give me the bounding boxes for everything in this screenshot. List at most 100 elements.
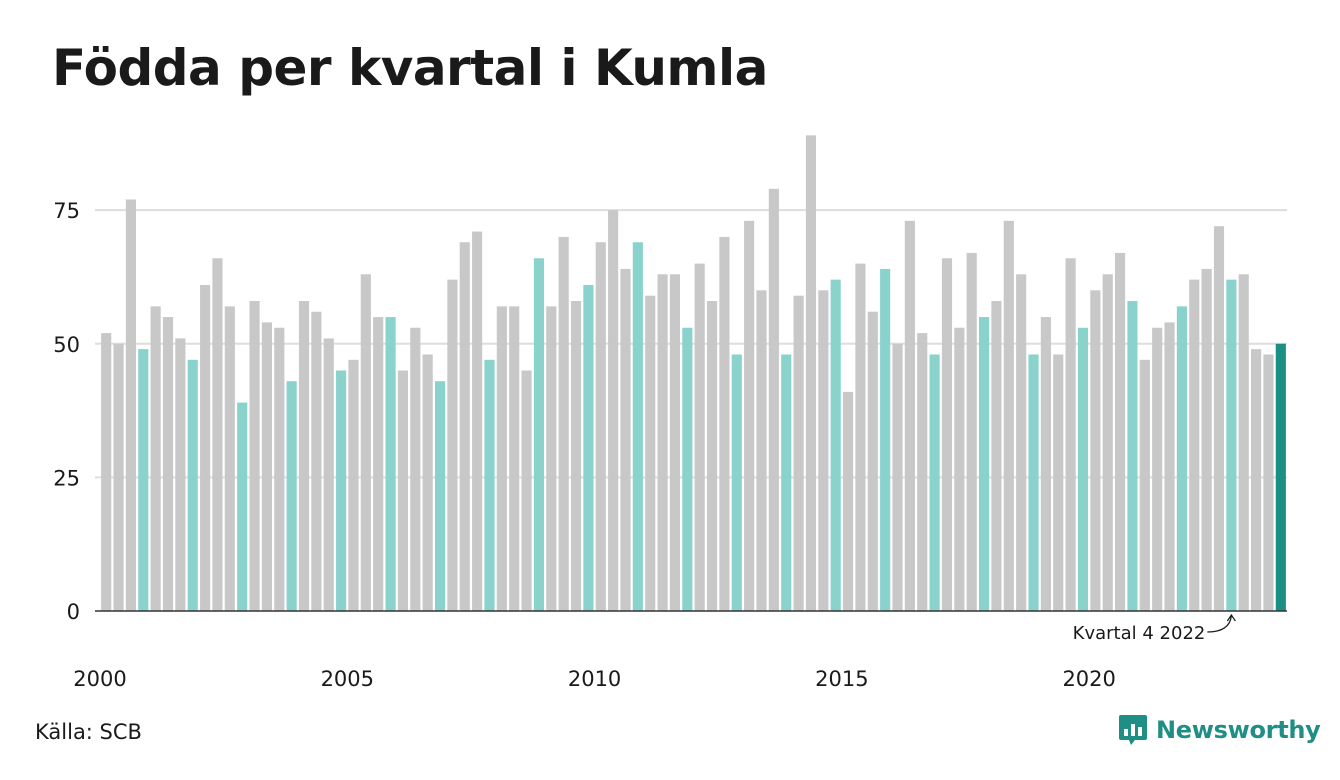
- bar: [793, 295, 804, 611]
- bar: [1201, 268, 1212, 611]
- bar: [595, 242, 606, 611]
- bar: [1077, 327, 1089, 611]
- bar: [298, 301, 310, 611]
- bar: [360, 274, 371, 611]
- bar: [1189, 279, 1200, 611]
- bar: [583, 284, 594, 611]
- bar: [509, 306, 520, 611]
- bar: [929, 354, 940, 611]
- bar: [1016, 274, 1027, 611]
- bar: [1226, 279, 1237, 611]
- bar: [237, 402, 248, 611]
- annotation-label: Kvartal 4 2022: [1073, 623, 1206, 644]
- bar: [991, 301, 1002, 611]
- bar: [669, 274, 681, 611]
- bar: [880, 268, 891, 611]
- bar: [706, 301, 718, 611]
- bar: [323, 338, 334, 611]
- y-tick-label: 50: [53, 333, 80, 357]
- bar: [533, 258, 545, 611]
- x-tick-label: 2005: [321, 667, 374, 691]
- bar: [1028, 354, 1039, 611]
- bar: [657, 274, 668, 611]
- bar: [1127, 301, 1138, 611]
- bar: [941, 258, 953, 611]
- bar: [410, 327, 421, 611]
- bar: [867, 311, 878, 611]
- y-axis-ticks: 0 25 50 75: [53, 199, 80, 624]
- bar: [830, 279, 841, 611]
- bar: [546, 306, 557, 611]
- bar: [274, 327, 285, 611]
- bar: [892, 343, 903, 611]
- bar: [1040, 317, 1051, 611]
- bar: [805, 135, 817, 611]
- bar: [200, 284, 211, 611]
- bar: [781, 354, 792, 611]
- bar: [954, 327, 965, 611]
- bar: [694, 263, 705, 611]
- bar: [1102, 274, 1113, 611]
- bar: [459, 242, 470, 611]
- bar: [138, 349, 149, 611]
- bar: [422, 354, 433, 611]
- bar: [966, 252, 977, 611]
- y-tick-label: 75: [53, 199, 80, 223]
- bar: [434, 381, 446, 611]
- bar: [731, 354, 742, 611]
- bar: [261, 322, 272, 611]
- bar: [336, 370, 347, 611]
- bar: [162, 317, 174, 611]
- bar: [496, 306, 507, 611]
- bar: [311, 311, 322, 611]
- bar: [1090, 290, 1101, 611]
- bar: [842, 391, 854, 611]
- bar: [125, 199, 136, 611]
- x-tick-label: 2010: [568, 667, 621, 691]
- bar: [113, 343, 124, 611]
- bar: [484, 359, 495, 611]
- bar: [521, 370, 532, 611]
- bar: [1164, 322, 1175, 611]
- y-tick-label: 25: [53, 466, 80, 490]
- bar: [397, 370, 409, 611]
- bar: [719, 236, 730, 611]
- bar: [224, 306, 235, 611]
- bar: [472, 231, 483, 612]
- bar: [249, 301, 260, 611]
- annotation: Kvartal 4 2022: [1073, 613, 1236, 644]
- bar: [756, 290, 767, 611]
- bar: [818, 290, 829, 611]
- bar: [150, 306, 161, 611]
- bar: [570, 301, 582, 611]
- newsworthy-logo-icon: [1119, 715, 1147, 745]
- bar: [1065, 258, 1076, 611]
- x-tick-label: 2020: [1062, 667, 1115, 691]
- x-tick-label: 2000: [73, 667, 126, 691]
- bar: [744, 220, 755, 611]
- bar: [1275, 343, 1286, 611]
- bar: [385, 317, 396, 611]
- bar: [286, 381, 297, 611]
- newsworthy-logo-text: Newsworthy: [1156, 716, 1321, 744]
- bar: [101, 333, 112, 611]
- chart-title: Födda per kvartal i Kumla: [52, 39, 768, 97]
- bar: [1238, 274, 1249, 611]
- x-axis-ticks: 2000 2005 2010 2015 2020: [73, 667, 1116, 691]
- bar: [682, 327, 693, 611]
- bar: [620, 268, 631, 611]
- bar: [1152, 327, 1163, 611]
- bar: [978, 317, 990, 611]
- bar: [447, 279, 458, 611]
- annotation-arrow: [1207, 613, 1236, 633]
- y-tick-label: 0: [67, 600, 80, 624]
- bar: [212, 258, 223, 611]
- bar: [1176, 306, 1187, 611]
- bar: [373, 317, 384, 611]
- bar: [187, 359, 198, 611]
- bar: [1139, 359, 1150, 611]
- bar: [1003, 220, 1014, 611]
- bar: [1213, 226, 1225, 611]
- bars: [101, 135, 1286, 612]
